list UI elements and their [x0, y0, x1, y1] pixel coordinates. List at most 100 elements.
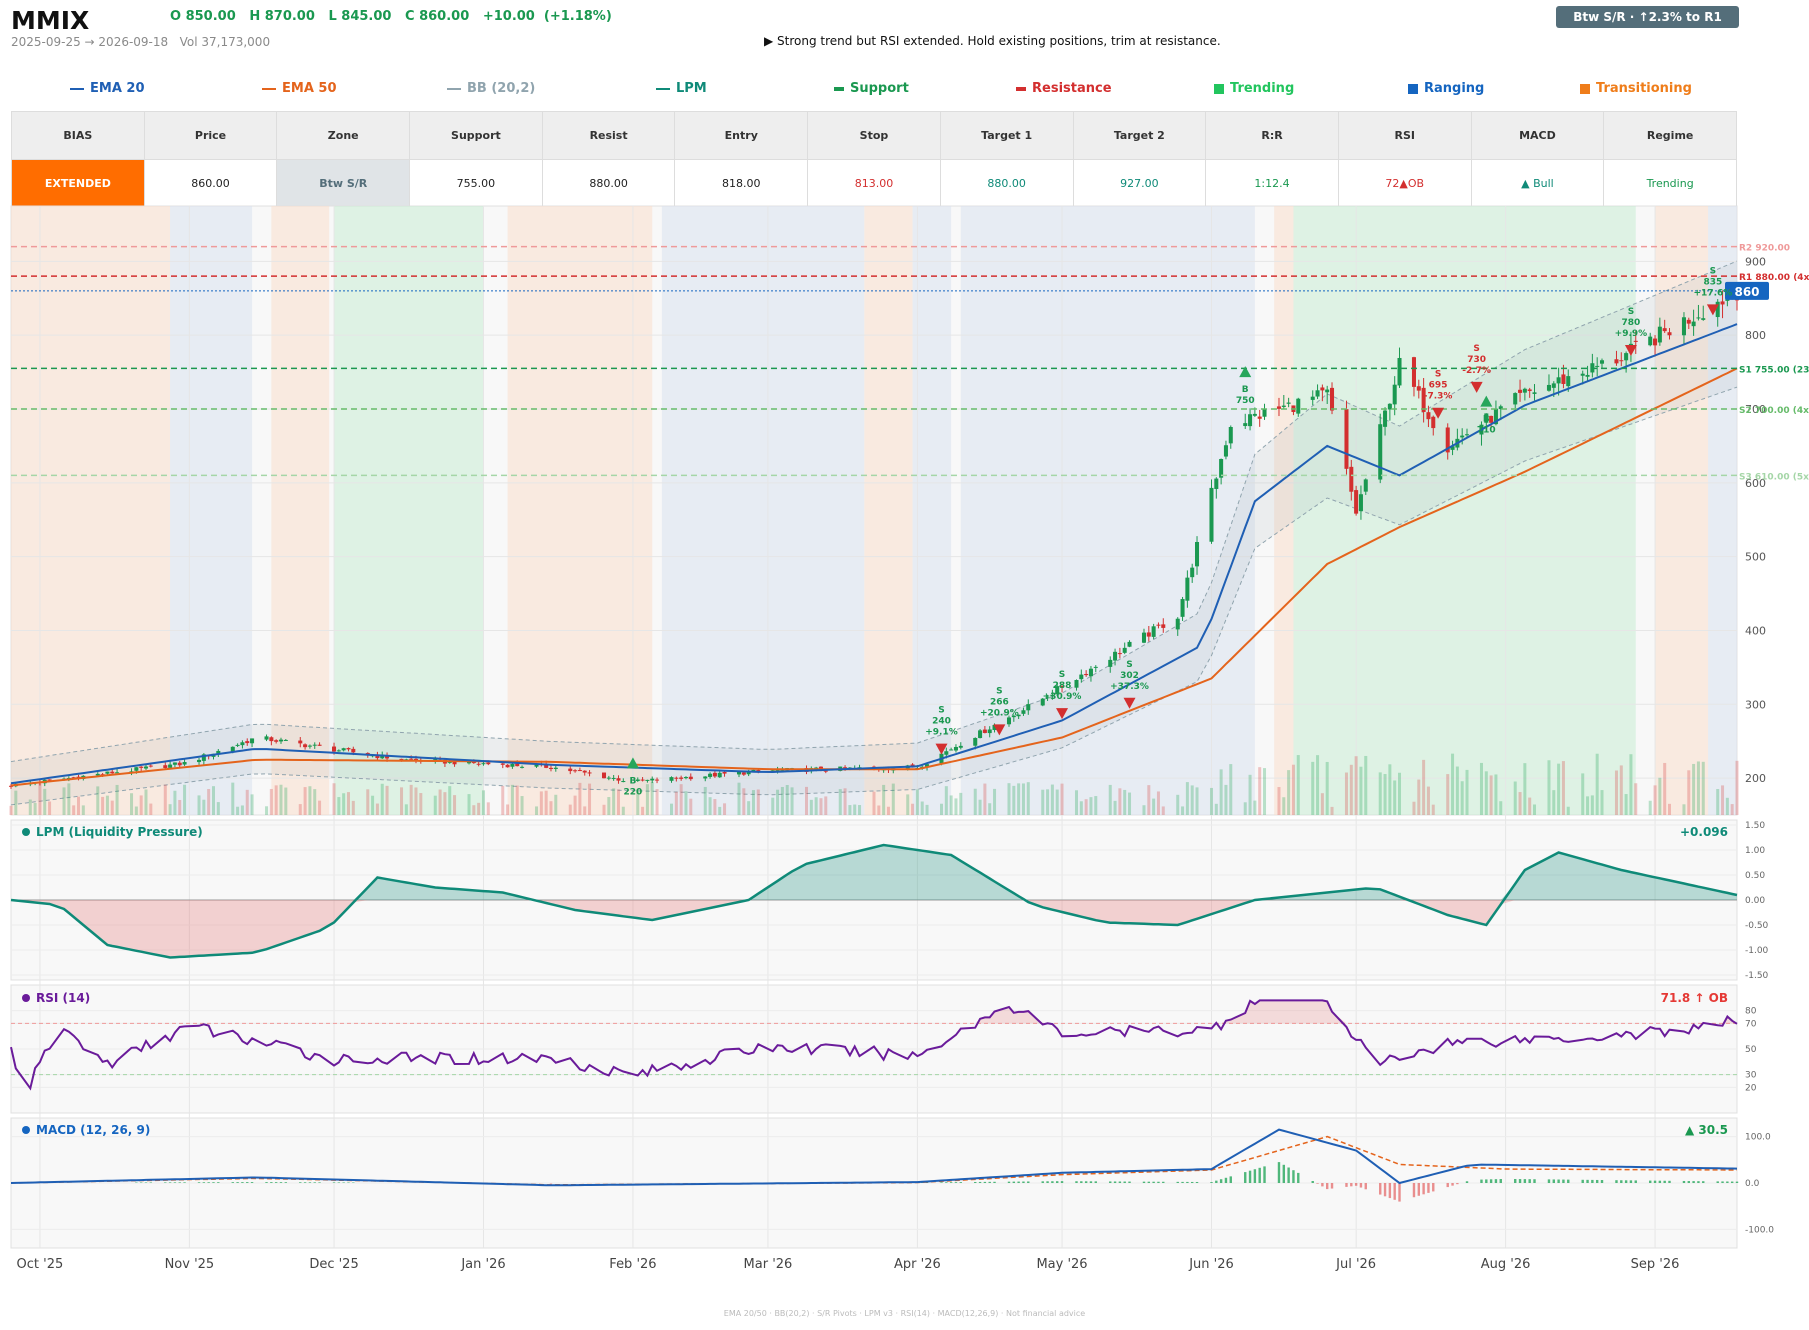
volume-bar — [544, 790, 548, 815]
candle — [1556, 367, 1561, 396]
volume-bar — [713, 799, 717, 815]
candle — [1190, 563, 1195, 583]
candle — [953, 744, 958, 753]
candle-body — [1243, 423, 1248, 427]
macd-histogram-bar — [1282, 1164, 1286, 1183]
candle-body — [230, 746, 235, 752]
legend-item-trending[interactable]: Trending — [1214, 81, 1294, 96]
candle-body — [1252, 413, 1257, 416]
volume-bar — [351, 800, 355, 815]
legend-swatch — [656, 87, 670, 90]
candle-body — [1397, 357, 1402, 386]
ema20-line — [10, 323, 1738, 785]
legend-item-ranging[interactable]: Ranging — [1408, 81, 1484, 96]
summary-value-target-2: 927.00 — [1072, 159, 1207, 208]
candle-body — [1421, 387, 1426, 412]
candle-body — [197, 759, 202, 763]
macd-value: ▲ 30.5 — [1685, 1123, 1728, 1137]
candle — [163, 762, 168, 770]
x-tick-label: Oct '25 — [17, 1257, 64, 1272]
macd-histogram-bar — [1142, 1181, 1146, 1183]
candle-body — [1599, 360, 1605, 364]
volume-bar — [308, 786, 312, 815]
volume-bar — [718, 806, 722, 815]
macd-histogram-bar — [949, 1182, 953, 1183]
legend-item-resistance[interactable]: Resistance — [1016, 81, 1112, 96]
volume-bar — [742, 788, 746, 815]
sell-signal-marker — [1432, 407, 1445, 419]
volume-bar — [1156, 791, 1160, 815]
legend-item-ema-20[interactable]: EMA 20 — [70, 81, 145, 96]
macd-histogram-bar — [1258, 1167, 1261, 1183]
candle — [1040, 697, 1045, 707]
macd-histogram-bar — [1528, 1179, 1531, 1183]
candle-body — [1055, 686, 1060, 695]
volume-bar — [1533, 804, 1537, 815]
candle-body — [317, 744, 322, 746]
macd-line — [10, 1128, 1738, 1187]
macd-histogram-bar — [988, 1181, 991, 1183]
volume-bar — [269, 788, 273, 815]
candle-body — [655, 779, 660, 781]
sr-level-label: R2 920.00 — [1739, 244, 1790, 254]
legend-item-support[interactable]: Support — [834, 81, 909, 96]
candle-body — [973, 737, 978, 746]
legend-label: EMA 20 — [90, 81, 145, 96]
macd-histogram-bar — [1595, 1179, 1599, 1183]
candle-body — [269, 737, 274, 742]
legend-item-bb-20-2[interactable]: BB (20,2) — [447, 81, 535, 96]
candle — [1055, 683, 1060, 696]
candle — [1257, 409, 1262, 427]
candle — [505, 764, 510, 768]
candle — [346, 747, 351, 752]
macd-histogram-bar — [959, 1182, 962, 1183]
summary-header-regime: Regime — [1603, 111, 1737, 160]
candle-body — [95, 773, 100, 776]
signal-label: S — [1435, 370, 1441, 380]
candle-body — [645, 779, 650, 781]
macd-histogram-bar — [241, 1182, 244, 1183]
volume-bar — [1687, 770, 1691, 815]
volume-bar — [1291, 764, 1295, 815]
signal-label: S — [1710, 266, 1716, 276]
macd-y-tick-label: -100.0 — [1745, 1225, 1774, 1235]
summary-value-bias: EXTENDED — [11, 159, 145, 208]
volume-bar — [1248, 774, 1252, 815]
candle-body — [1392, 384, 1397, 405]
legend-item-transitioning[interactable]: Transitioning — [1580, 81, 1692, 96]
legend-swatch — [262, 87, 276, 90]
candle — [1681, 312, 1686, 346]
volume-bar — [409, 784, 413, 815]
x-tick-label: May '26 — [1036, 1257, 1087, 1272]
macd-histogram-bar — [207, 1182, 210, 1183]
volume-bar — [1344, 772, 1348, 815]
candle — [616, 775, 621, 784]
macd-histogram-bar — [1215, 1180, 1218, 1183]
candle — [1614, 350, 1619, 366]
macd-histogram-bar — [1552, 1179, 1555, 1183]
macd-histogram-bar — [1113, 1181, 1117, 1183]
sell-signal-marker — [1624, 344, 1637, 356]
candle-body — [601, 772, 607, 779]
macd-histogram-bar — [1726, 1181, 1729, 1183]
legend-item-lpm[interactable]: LPM — [656, 81, 707, 96]
volume-bar — [380, 783, 384, 815]
candle-body — [1156, 624, 1161, 626]
macd-histogram-bar — [1147, 1181, 1151, 1183]
candle — [568, 765, 573, 775]
candle-body — [582, 770, 587, 773]
candle — [1088, 665, 1093, 682]
macd-title-dot — [22, 1126, 30, 1134]
volume-bar — [43, 788, 47, 815]
legend-item-ema-50[interactable]: EMA 50 — [262, 81, 337, 96]
zone-badge: Btw S/R · ↑2.3% to R1 — [1556, 6, 1739, 28]
candle — [1387, 403, 1392, 421]
candle — [303, 743, 308, 750]
candle — [683, 776, 688, 780]
macd-histogram-bar — [1465, 1181, 1469, 1183]
candle-body — [1209, 487, 1214, 542]
macd-histogram-bar — [1518, 1179, 1522, 1183]
volume-bar — [848, 805, 852, 815]
regime-band-transitioning — [507, 206, 653, 815]
candle — [1527, 387, 1532, 398]
